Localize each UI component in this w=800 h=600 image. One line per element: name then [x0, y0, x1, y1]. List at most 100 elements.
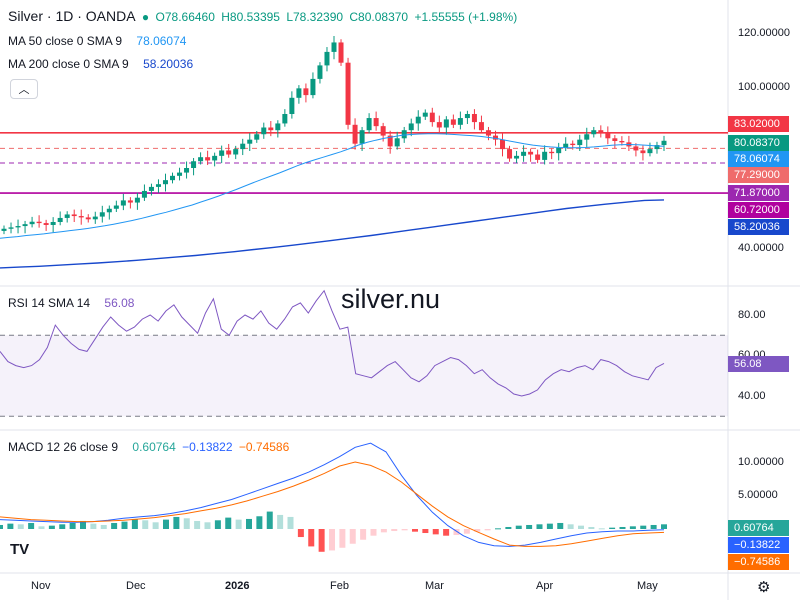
macd-histogram-bar: [515, 525, 522, 529]
macd-legend[interactable]: MACD 12 26 close 9 0.60764 −0.13822 −0.7…: [8, 440, 292, 454]
macd-histogram-bar: [650, 524, 657, 529]
macd-histogram-bar: [80, 520, 86, 529]
candle-body: [528, 151, 534, 155]
market-status-icon: ●: [141, 10, 150, 24]
time-axis-label: Nov: [31, 580, 51, 592]
macd-histogram-bar: [7, 523, 14, 529]
candle-body: [155, 184, 161, 187]
time-axis-label: Apr: [536, 580, 554, 592]
time-axis-label: Feb: [330, 580, 349, 592]
macd-histogram-bar: [567, 524, 574, 529]
macd-histogram-bar: [256, 516, 263, 529]
price-axis-label: 100.00000: [738, 81, 790, 93]
candle-body: [471, 114, 477, 123]
candle-body: [268, 127, 274, 131]
candle-body: [106, 208, 112, 213]
macd-histogram-bar: [329, 529, 335, 551]
candle-body: [275, 123, 281, 131]
candle-body: [415, 116, 421, 124]
macd-histogram-bar: [38, 526, 45, 529]
candle-body: [436, 122, 442, 128]
candle-body: [556, 147, 562, 154]
macd-histogram-bar: [443, 529, 450, 536]
ma200-legend[interactable]: MA 200 close 0 SMA 9 58.20036: [8, 57, 196, 71]
candle-body: [549, 151, 555, 154]
macd-signal-value: −0.13822: [182, 440, 233, 454]
candle-body: [191, 161, 197, 168]
candle-body: [619, 141, 625, 143]
ma200-label: MA 200 close 0 SMA 9: [8, 57, 129, 71]
collapse-legend-button[interactable]: ︿: [10, 79, 38, 99]
candle-body: [29, 221, 35, 225]
macd-histogram-bar: [163, 519, 169, 529]
macd-histogram-bar: [194, 520, 201, 529]
macd-histogram-bar: [246, 518, 252, 529]
macd-axis-label: 10.00000: [738, 456, 784, 468]
candle-body: [338, 42, 344, 63]
gear-icon[interactable]: ⚙: [757, 579, 771, 596]
macd-histogram-bar: [484, 529, 491, 531]
macd-histogram-bar: [225, 517, 232, 529]
symbol-legend: Silver · 1D · OANDA ● O78.66460 H80.5339…: [8, 8, 520, 24]
macd-histogram-bar: [380, 529, 387, 533]
macd-histogram-bar: [235, 519, 242, 529]
macd-histogram-bar: [546, 523, 553, 529]
candle-body: [464, 114, 470, 119]
candle-body: [233, 149, 239, 155]
macd-histogram-bar: [412, 529, 418, 532]
candle-body: [22, 224, 28, 227]
candle-body: [633, 146, 639, 151]
macd-histogram-bar: [318, 529, 325, 552]
candle-body: [282, 114, 288, 124]
candle-body: [310, 78, 316, 96]
ma50-line: [0, 133, 665, 239]
macd-histogram-bar: [578, 525, 584, 529]
rsi-axis-label: 80.00: [738, 309, 766, 321]
macd-histogram-bar: [360, 529, 367, 540]
rsi-legend[interactable]: RSI 14 SMA 14 56.08: [8, 296, 137, 310]
macd-histogram-bar: [370, 529, 377, 536]
macd-histogram-bar: [266, 511, 273, 529]
candle-body: [141, 190, 147, 198]
macd-histogram-bar: [121, 521, 128, 529]
candle-body: [492, 135, 498, 140]
macd-histogram-bar: [214, 520, 221, 529]
macd-histogram-bar: [59, 524, 66, 529]
macd-histogram-bar: [48, 525, 55, 529]
candle-body: [535, 154, 541, 160]
rsi-tag: 56.08: [728, 356, 789, 372]
candle-body: [394, 138, 400, 147]
candle-body: [113, 205, 119, 209]
candle-body: [331, 42, 337, 52]
ma50-legend[interactable]: MA 50 close 0 SMA 9 78.06074: [8, 34, 189, 48]
macd-histogram-bar: [308, 529, 315, 547]
macd-histogram-bar: [339, 529, 346, 548]
macd-histogram-bar: [640, 525, 647, 529]
candle-body: [408, 123, 414, 131]
candle-body: [401, 130, 407, 139]
macd-histogram-bar: [619, 526, 626, 529]
candle-body: [127, 200, 133, 203]
candle-body: [50, 222, 56, 225]
candle-body: [64, 214, 70, 218]
tradingview-logo-icon[interactable]: TV: [10, 541, 30, 558]
macd-histogram-bar: [598, 528, 605, 530]
time-axis-label: Mar: [425, 580, 444, 592]
price-tag-level: 83.02000: [728, 116, 789, 132]
candle-body: [478, 122, 484, 131]
macd-histogram-bar: [505, 526, 512, 529]
time-axis-label: Dec: [126, 580, 146, 592]
macd-histogram-bar: [28, 522, 35, 529]
candle-body: [317, 65, 323, 79]
symbol-title[interactable]: Silver · 1D · OANDA: [8, 8, 136, 24]
macd-histogram-bar: [401, 529, 408, 531]
price-tag-level: 71.87000: [728, 185, 789, 201]
macd-axis-label: 5.00000: [738, 489, 778, 501]
ma200-line: [0, 199, 665, 269]
macd-histogram-bar: [661, 524, 667, 529]
candle-body: [212, 155, 218, 161]
price-tag-level: 60.72000: [728, 202, 789, 218]
watermark: silver.nu: [341, 284, 441, 314]
candle-body: [457, 118, 463, 125]
